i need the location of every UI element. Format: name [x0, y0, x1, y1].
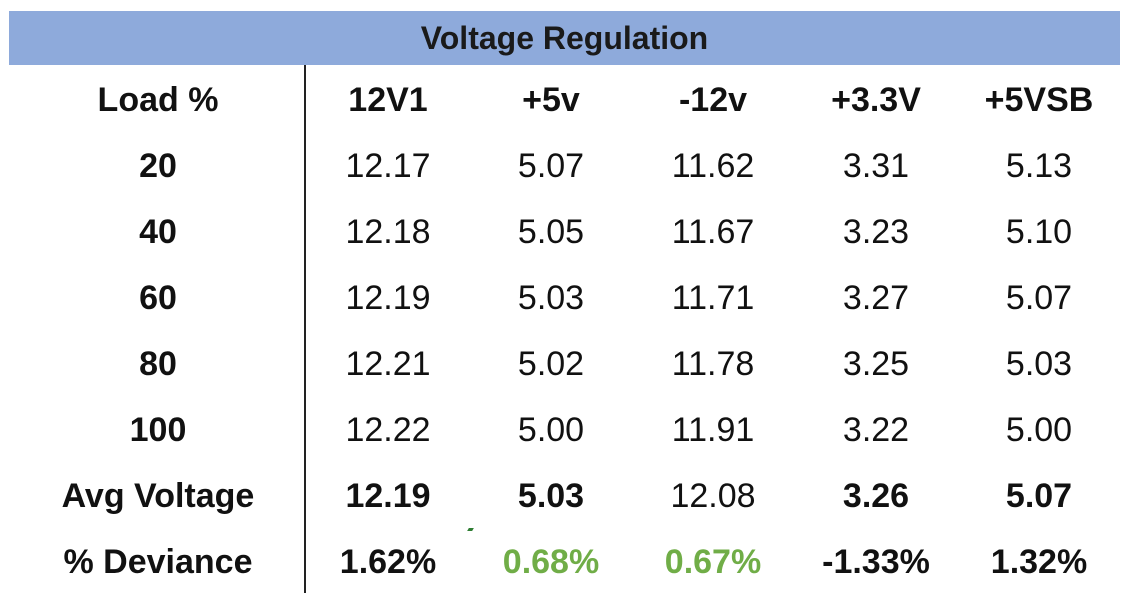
- table-cell: 5.10: [1005, 212, 1073, 251]
- table-row: 100 12.22 5.00 11.91 3.22 5.00: [0, 397, 1124, 463]
- table-row: 80 12.21 5.02 11.78 3.25 5.03: [0, 331, 1124, 397]
- table-cell: 11.78: [671, 344, 755, 383]
- table-cell: 12.21: [345, 344, 431, 383]
- row-label: 60: [139, 278, 177, 317]
- table-cell: 5.02: [517, 344, 585, 383]
- row-label: 80: [139, 344, 177, 383]
- table-cell: 3.31: [842, 146, 910, 185]
- header-5vsb: +5VSB: [984, 80, 1094, 119]
- table-cell: 12.19: [345, 278, 431, 317]
- avg-cell: 5.03: [517, 476, 585, 515]
- table-cell: 5.03: [517, 278, 585, 317]
- avg-voltage-row: Avg Voltage 12.19 5.03 12.08 3.26 5.07: [0, 463, 1124, 529]
- table-cell: 12.18: [345, 212, 431, 251]
- table-cell: 5.00: [517, 410, 585, 449]
- table-cell: 5.13: [1005, 146, 1073, 185]
- header-5v: +5v: [522, 80, 580, 119]
- table-cell: 5.07: [1005, 278, 1073, 317]
- table-cell: 5.00: [1005, 410, 1073, 449]
- row-label: 100: [129, 410, 187, 449]
- avg-cell: 3.26: [842, 476, 910, 515]
- avg-cell: 12.08: [670, 476, 756, 515]
- header-row: Load % 12V1 +5v -12v +3.3V +5VSB: [0, 67, 1124, 133]
- header-3-3v: +3.3V: [831, 80, 921, 119]
- table-cell: 5.07: [517, 146, 585, 185]
- table-cell: 11.67: [671, 212, 755, 251]
- deviance-cell: -1.33%: [822, 542, 930, 581]
- header-neg12v: -12v: [678, 80, 748, 119]
- deviance-cell-highlighted: 0.68%: [502, 542, 600, 581]
- table-cell: 12.17: [345, 146, 431, 185]
- table-row: 40 12.18 5.05 11.67 3.23 5.10: [0, 199, 1124, 265]
- table-row: 20 12.17 5.07 11.62 3.31 5.13: [0, 133, 1124, 199]
- avg-cell: 12.19: [345, 476, 431, 515]
- column-divider: [304, 65, 306, 593]
- header-load-label: Load %: [97, 80, 219, 119]
- table-cell: 3.27: [842, 278, 910, 317]
- table-row: 60 12.19 5.03 11.71 3.27 5.07: [0, 265, 1124, 331]
- table-cell: 3.25: [842, 344, 910, 383]
- deviance-cell: 1.32%: [990, 542, 1088, 581]
- avg-voltage-label: Avg Voltage: [61, 476, 255, 515]
- table-cell: 3.22: [842, 410, 910, 449]
- table-title: Voltage Regulation: [9, 11, 1120, 65]
- avg-cell: 5.07: [1005, 476, 1073, 515]
- deviance-row: % Deviance 1.62% 0.68% 0.67% -1.33% 1.32…: [0, 529, 1124, 595]
- row-label: 40: [139, 212, 177, 251]
- deviance-cell-highlighted: 0.67%: [664, 542, 762, 581]
- deviance-cell: 1.62%: [339, 542, 437, 581]
- table-cell: 12.22: [345, 410, 431, 449]
- deviance-label: % Deviance: [63, 542, 253, 581]
- table-cell: 11.62: [671, 146, 755, 185]
- table-cell: 11.91: [671, 410, 755, 449]
- table-cell: 5.03: [1005, 344, 1073, 383]
- table-cell: 3.23: [842, 212, 910, 251]
- header-12v1: 12V1: [348, 80, 428, 119]
- table-cell: 11.71: [671, 278, 755, 317]
- row-label: 20: [139, 146, 177, 185]
- table-cell: 5.05: [517, 212, 585, 251]
